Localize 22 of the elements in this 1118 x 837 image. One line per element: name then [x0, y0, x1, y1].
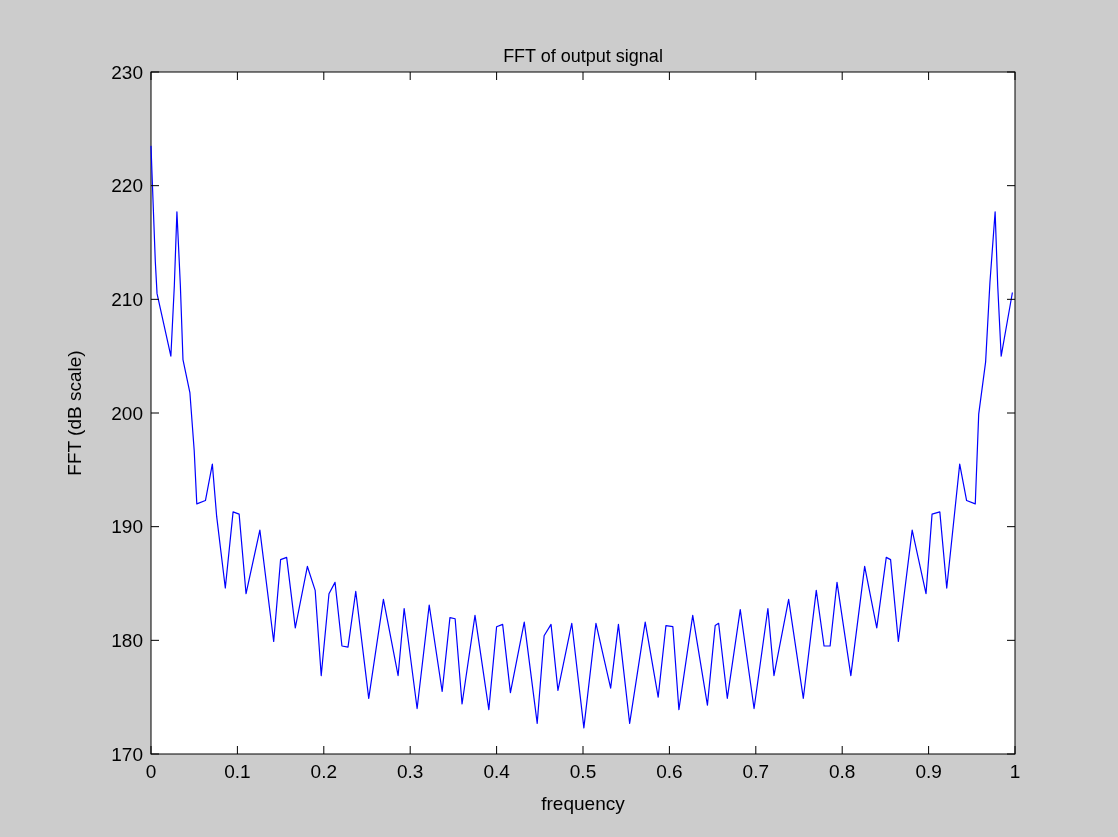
x-tick-label: 0.8 — [828, 761, 856, 782]
x-tick-label: 0.6 — [656, 761, 683, 782]
y-axis-title: FFT (dB scale) — [64, 350, 85, 476]
x-tick-label: 0.1 — [224, 761, 251, 782]
x-axis-title: frequency — [541, 793, 626, 814]
x-tick-label: 0.4 — [483, 761, 511, 782]
x-tick-label: 0.5 — [569, 761, 597, 782]
y-tick-label: 190 — [111, 516, 143, 538]
x-tick-label: 0.3 — [396, 761, 424, 782]
y-tick-label: 170 — [111, 743, 143, 765]
x-tick-label: 0.9 — [915, 761, 942, 782]
y-tick-label: 210 — [111, 288, 143, 310]
x-tick-label: 0.2 — [310, 761, 338, 782]
line-series — [150, 145, 1014, 729]
y-tick-label: 230 — [111, 61, 143, 83]
y-tick-label: 220 — [111, 175, 143, 197]
y-tick-label: 200 — [111, 402, 143, 424]
x-tick-label: 0 — [145, 761, 157, 782]
y-tick-label: 180 — [111, 629, 143, 651]
chart-title: FFT of output signal — [503, 46, 663, 66]
x-tick-label: 1 — [1009, 761, 1021, 782]
x-tick-label: 0.7 — [742, 761, 770, 782]
